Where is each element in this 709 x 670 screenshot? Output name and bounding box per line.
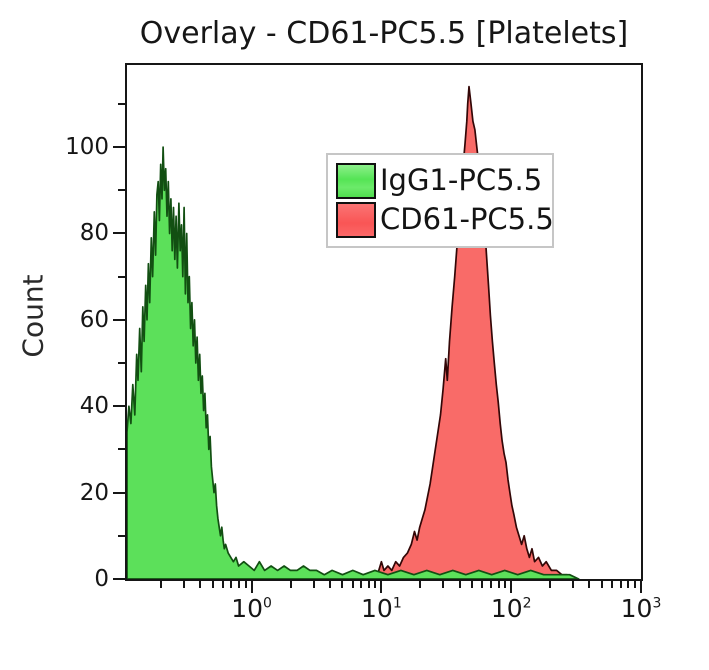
y-tick-label: 100 — [65, 134, 109, 161]
legend-label-igg1: IgG1-PC5.5 — [380, 163, 543, 198]
x-minor-tick — [182, 581, 185, 588]
x-minor-tick — [481, 581, 484, 588]
x-minor-tick — [351, 581, 354, 588]
y-tick-label: 20 — [79, 479, 109, 506]
x-minor-tick — [211, 581, 214, 588]
legend-item-igg1: IgG1-PC5.5 — [336, 163, 544, 199]
y-axis-label: Count — [16, 274, 50, 358]
igg1-pc5.5-histogram — [127, 146, 580, 579]
x-minor-tick — [374, 581, 377, 588]
legend: IgG1-PC5.5 CD61-PC5.5 — [326, 153, 554, 248]
y-minor-tick — [118, 362, 125, 365]
x-minor-tick — [230, 581, 233, 588]
x-minor-tick — [611, 581, 614, 588]
x-minor-tick — [627, 581, 630, 588]
x-major-tick — [640, 581, 642, 593]
x-minor-tick — [367, 581, 370, 588]
x-minor-tick — [504, 581, 507, 588]
y-major-tick — [113, 232, 125, 235]
x-minor-tick — [419, 581, 422, 588]
x-minor-tick — [619, 581, 622, 588]
chart-title: Overlay - CD61-PC5.5 [Platelets] — [139, 16, 629, 51]
x-minor-tick — [360, 581, 363, 588]
x-tick-label: 101 — [361, 594, 402, 623]
legend-item-cd61: CD61-PC5.5 — [336, 202, 554, 238]
x-minor-tick — [471, 581, 474, 588]
y-tick-label: 60 — [79, 306, 109, 333]
x-minor-tick — [238, 581, 241, 588]
x-minor-tick — [588, 581, 591, 588]
y-major-tick — [113, 491, 125, 494]
y-major-tick — [113, 318, 125, 321]
y-minor-tick — [118, 275, 125, 278]
y-minor-tick — [118, 189, 125, 192]
x-minor-tick — [244, 581, 247, 588]
histogram-svg — [127, 85, 580, 579]
x-minor-tick — [289, 581, 292, 588]
x-minor-tick — [458, 581, 461, 588]
x-minor-tick — [328, 581, 331, 588]
x-minor-tick — [221, 581, 224, 588]
x-minor-tick — [572, 581, 575, 588]
x-major-tick — [250, 581, 253, 593]
y-minor-tick — [118, 102, 125, 105]
x-major-tick — [510, 581, 513, 593]
x-tick-label: 100 — [231, 594, 272, 623]
x-minor-tick — [600, 581, 603, 588]
x-minor-tick — [497, 581, 500, 588]
x-tick-label: 102 — [490, 594, 532, 623]
y-major-tick — [113, 146, 125, 149]
x-minor-tick — [198, 581, 201, 588]
y-tick-label: 80 — [79, 220, 109, 247]
legend-label-cd61: CD61-PC5.5 — [380, 202, 554, 237]
plot-area: IgG1-PC5.5 CD61-PC5.5 — [125, 63, 643, 581]
x-tick-label: 103 — [620, 594, 662, 623]
y-tick-label: 40 — [79, 393, 109, 420]
y-minor-tick — [118, 448, 125, 451]
x-major-tick — [380, 581, 383, 593]
igg1-color-swatch — [336, 163, 376, 199]
x-minor-tick — [341, 581, 344, 588]
x-minor-tick — [490, 581, 493, 588]
y-minor-tick — [118, 534, 125, 537]
x-minor-tick — [634, 581, 637, 588]
y-tick-label: 0 — [94, 566, 109, 592]
x-minor-tick — [159, 581, 162, 588]
y-major-tick — [113, 405, 125, 408]
cd61-color-swatch — [336, 202, 376, 238]
x-minor-tick — [442, 581, 445, 588]
x-minor-tick — [549, 581, 552, 588]
x-minor-tick — [312, 581, 315, 588]
cd61-pc5.5-histogram — [375, 85, 574, 579]
y-major-tick — [113, 578, 125, 580]
